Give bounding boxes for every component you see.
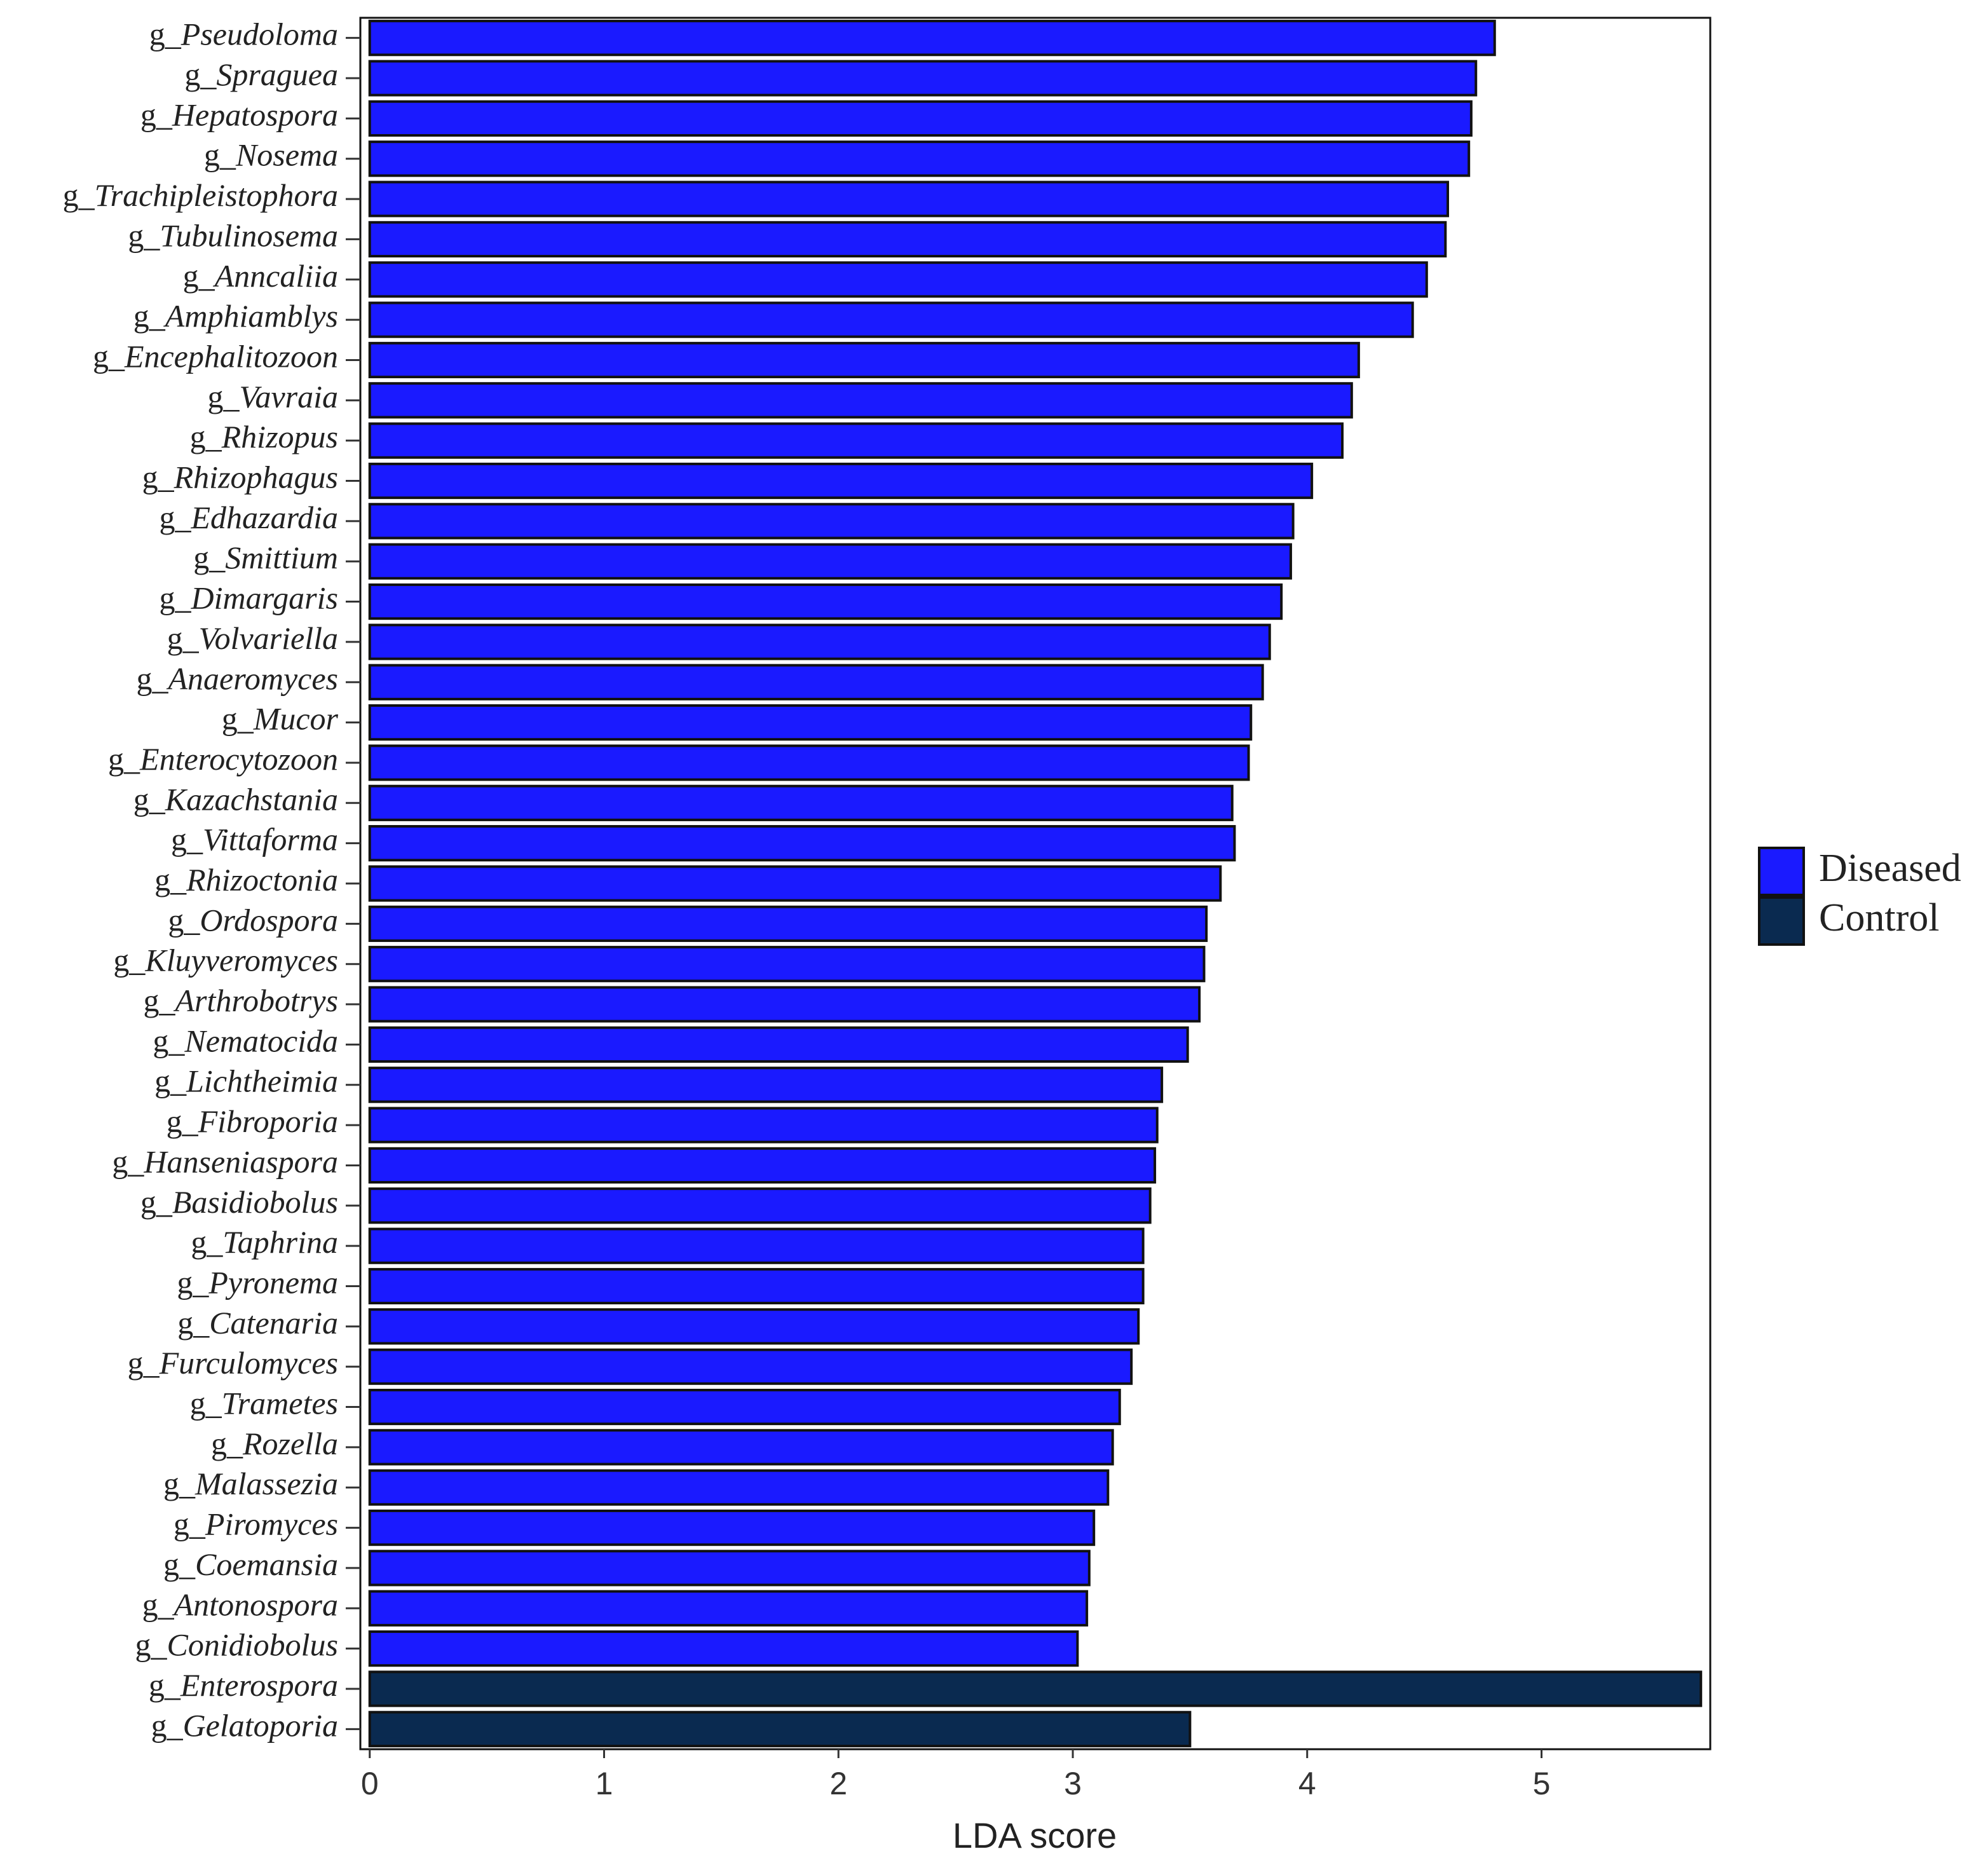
- y-tick-label: g_Amphiamblys: [133, 299, 338, 334]
- x-tick-label: 3: [1064, 1766, 1082, 1801]
- y-tick-label: g_Arthrobotrys: [144, 983, 339, 1019]
- bar: [368, 543, 1292, 580]
- bar: [368, 1550, 1091, 1587]
- bar: [368, 1308, 1140, 1345]
- bar: [368, 1630, 1079, 1667]
- bar: [368, 1227, 1145, 1264]
- y-tick-label: g_Pyronema: [177, 1265, 338, 1300]
- y-tick-label: g_Anaeromyces: [137, 661, 338, 697]
- y-tick-label: g_Enterospora: [149, 1667, 338, 1703]
- bar: [368, 221, 1447, 258]
- bar: [368, 825, 1236, 862]
- bar: [368, 503, 1295, 540]
- bar: [368, 1590, 1089, 1627]
- y-tick-label: g_Gelatoporia: [151, 1708, 338, 1744]
- x-tick-label: 1: [596, 1766, 613, 1801]
- bar: [368, 744, 1250, 781]
- y-tick-label: g_Smittium: [193, 540, 338, 576]
- y-tick-label: g_Malassezia: [163, 1466, 338, 1502]
- y-tick-label: g_Rhizophagus: [142, 460, 338, 495]
- y-tick-label: g_Basidiobolus: [140, 1184, 338, 1220]
- y-tick-label: g_Nosema: [204, 137, 338, 173]
- x-tick-label: 4: [1298, 1766, 1316, 1801]
- bar: [368, 664, 1264, 700]
- y-tick-label: g_Pseudoloma: [149, 17, 338, 52]
- y-tick-label: g_Anncaliia: [183, 258, 338, 294]
- bar: [368, 301, 1414, 338]
- bar: [368, 261, 1428, 298]
- y-tick-label: g_Rhizoctonia: [154, 862, 338, 897]
- y-tick-label: g_Volvariella: [167, 620, 338, 656]
- bar: [368, 1429, 1114, 1466]
- bar: [368, 20, 1496, 57]
- y-tick-label: g_Rhizopus: [190, 420, 338, 455]
- y-tick-label: g_Spraguea: [184, 57, 338, 92]
- bar: [368, 1388, 1121, 1426]
- y-tick-label: g_Kazachstania: [133, 782, 338, 817]
- y-tick-label: g_Fibroporia: [167, 1104, 338, 1140]
- bar: [368, 382, 1353, 419]
- bar: [368, 341, 1360, 379]
- y-tick-label: g_Nematocida: [153, 1023, 338, 1059]
- y-tick-label: g_Hanseniaspora: [112, 1144, 338, 1180]
- x-tick-label: 5: [1533, 1766, 1551, 1801]
- y-tick-label: g_Vavraia: [207, 379, 338, 414]
- bar: [368, 1348, 1133, 1385]
- y-tick-label: g_Taphrina: [191, 1225, 338, 1260]
- bar: [368, 1026, 1189, 1063]
- x-tick-label: 0: [361, 1766, 379, 1801]
- x-tick-label: 2: [829, 1766, 847, 1801]
- bar: [368, 1509, 1096, 1546]
- bar: [368, 422, 1344, 459]
- bar: [368, 462, 1314, 500]
- y-tick-label: g_Enterocytozoon: [108, 741, 338, 777]
- bar: [368, 1670, 1703, 1707]
- y-tick-label: g_Vittaforma: [171, 822, 338, 857]
- y-tick-label: g_Trametes: [190, 1386, 338, 1421]
- legend-label: Control: [1819, 896, 1939, 939]
- bar: [368, 1067, 1164, 1103]
- y-tick-label: g_Rozella: [211, 1426, 338, 1461]
- y-tick-label: g_Trachipleistophora: [63, 178, 338, 214]
- bar: [368, 986, 1201, 1023]
- x-axis-title: LDA score: [953, 1815, 1117, 1855]
- y-tick-label: g_Catenaria: [177, 1305, 338, 1341]
- legend-label: Diseased: [1819, 847, 1961, 890]
- bar: [368, 140, 1471, 177]
- y-tick-label: g_Hepatospora: [140, 97, 338, 133]
- bar: [368, 865, 1222, 902]
- y-tick-label: g_Piromyces: [174, 1506, 338, 1542]
- y-tick-label: g_Ordospora: [168, 903, 338, 938]
- y-tick-label: g_Edhazardia: [160, 500, 339, 535]
- y-tick-label: g_Dimargaris: [159, 580, 338, 616]
- bar: [368, 946, 1206, 983]
- bar: [368, 1267, 1145, 1305]
- bar: [368, 905, 1208, 942]
- bar: [368, 1107, 1159, 1143]
- bar: [368, 1469, 1110, 1506]
- bar: [368, 704, 1253, 741]
- y-tick-label: g_Antonospora: [142, 1587, 338, 1623]
- y-tick-label: g_Furculomyces: [128, 1346, 338, 1381]
- y-tick-label: g_Mucor: [222, 701, 339, 737]
- bar: [368, 60, 1478, 97]
- bar: [368, 100, 1473, 137]
- y-tick-label: g_Lichtheimia: [154, 1063, 338, 1099]
- y-tick-label: g_Tubulinosema: [128, 218, 338, 254]
- bar: [368, 181, 1449, 217]
- y-tick-label: g_Coemansia: [163, 1546, 338, 1582]
- y-tick-label: g_Encephalitozoon: [93, 339, 338, 374]
- y-tick-label: g_Kluyveromyces: [113, 943, 338, 978]
- bar: [368, 784, 1234, 821]
- bar: [368, 583, 1283, 620]
- bar: [368, 1187, 1152, 1224]
- y-tick-label: g_Conidiobolus: [135, 1627, 338, 1663]
- bar: [368, 624, 1271, 660]
- bar: [368, 1710, 1192, 1747]
- legend-key: [1758, 896, 1805, 946]
- bar: [368, 1147, 1157, 1184]
- legend-key: [1758, 847, 1805, 896]
